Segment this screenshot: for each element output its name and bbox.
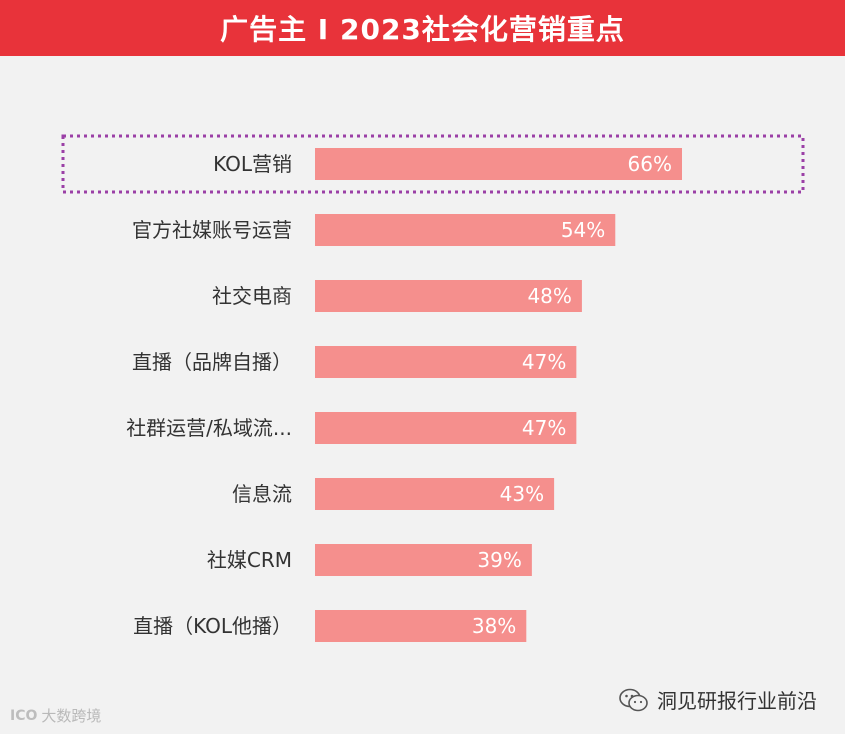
- value-label: 47%: [522, 416, 566, 440]
- wechat-icon: [619, 687, 649, 713]
- bar: [315, 148, 682, 180]
- value-label: 47%: [522, 350, 566, 374]
- category-label: 直播（品牌自播）: [132, 350, 292, 374]
- value-label: 48%: [527, 284, 571, 308]
- chart-title: 广告主 I 2023社会化营销重点: [220, 13, 625, 46]
- value-label: 43%: [500, 482, 544, 506]
- category-label: 官方社媒账号运营: [132, 218, 292, 242]
- bar: [315, 412, 577, 444]
- value-label: 66%: [628, 152, 672, 176]
- category-label: 社群运营/私域流...: [126, 416, 292, 440]
- bar: [315, 214, 616, 246]
- bar: [315, 346, 577, 378]
- bar-chart: KOL营销 66% 官方社媒账号运营 54% 社交电商 48% 直播（品牌自播） 47% 社群运…: [61, 134, 805, 642]
- value-label: 39%: [477, 548, 521, 572]
- category-label: 直播（KOL他播）: [133, 614, 292, 638]
- bar: [315, 610, 527, 642]
- bar: [315, 478, 555, 510]
- bar: [315, 544, 532, 576]
- watermark-left: ICO 大数跨境: [10, 705, 101, 726]
- category-label: 社交电商: [212, 284, 292, 308]
- value-label: 54%: [561, 218, 605, 242]
- watermark-right-text: 洞见研报行业前沿: [657, 689, 817, 713]
- category-label: 信息流: [232, 482, 292, 506]
- value-label: 38%: [472, 614, 516, 638]
- highlight-box: [61, 134, 805, 194]
- bar: [315, 280, 582, 312]
- chart-header: 广告主 I 2023社会化营销重点: [0, 0, 845, 56]
- category-label: 社媒CRM: [207, 548, 292, 572]
- watermark-logo: ICO: [10, 707, 38, 724]
- category-label: KOL营销: [213, 152, 292, 176]
- watermark-right: 洞见研报行业前沿: [619, 685, 817, 714]
- watermark-text: 大数跨境: [41, 707, 102, 725]
